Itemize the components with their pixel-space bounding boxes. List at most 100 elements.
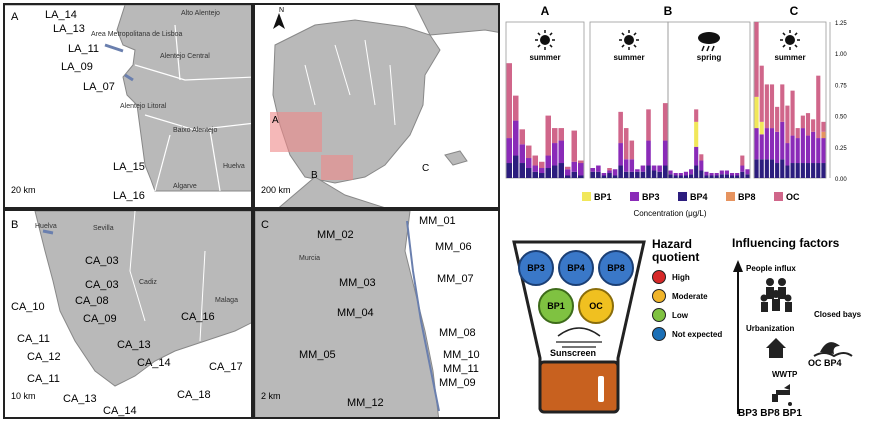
bar-segment bbox=[571, 171, 577, 178]
sun-ray bbox=[633, 44, 637, 48]
y-tick-label: 0.50 bbox=[835, 115, 847, 121]
site-label: MM_04 bbox=[337, 307, 374, 319]
level-dot bbox=[652, 289, 666, 303]
site-label: LA_07 bbox=[83, 81, 115, 93]
sun-ray bbox=[549, 32, 553, 36]
legend-item: Low bbox=[652, 308, 730, 322]
bar-segment bbox=[532, 171, 538, 178]
bar-segment bbox=[709, 175, 714, 178]
sun-ray bbox=[621, 44, 625, 48]
bar-segment bbox=[694, 146, 699, 166]
bar-segment bbox=[785, 165, 790, 178]
scale-bar: 200 km bbox=[261, 185, 291, 195]
bar-segment bbox=[785, 143, 790, 166]
site-label: CA_18 bbox=[177, 389, 211, 401]
bar-segment bbox=[558, 128, 564, 141]
bar-segment bbox=[513, 155, 519, 178]
site-label: LA_14 bbox=[45, 9, 77, 21]
bar-segment bbox=[552, 143, 558, 166]
bar-segment bbox=[759, 159, 764, 178]
scale-bar: 10 km bbox=[11, 391, 36, 401]
compound-circle-bp8: BP8 bbox=[598, 250, 634, 286]
bar-segment bbox=[790, 90, 795, 136]
map-panel-c: C Murcia MM_01 MM_02 MM_06 MM_07 MM_03 M… bbox=[253, 209, 500, 419]
bar-segment bbox=[699, 170, 704, 178]
site-label: MM_03 bbox=[339, 277, 376, 289]
bar-segment bbox=[646, 165, 651, 178]
bar-segment bbox=[689, 169, 694, 175]
bar-segment bbox=[795, 128, 800, 139]
season-label: summer bbox=[774, 53, 805, 62]
bar-segment bbox=[635, 171, 640, 178]
sun-icon bbox=[540, 35, 550, 45]
factor-urbanization: Urbanization bbox=[746, 324, 795, 333]
bar-segment bbox=[689, 174, 694, 178]
bar-segment bbox=[646, 140, 651, 166]
sun-icon bbox=[785, 35, 795, 45]
legend-swatch bbox=[726, 192, 735, 201]
bar-segment bbox=[618, 143, 623, 166]
bar-segment bbox=[785, 105, 790, 144]
sun-icon bbox=[624, 35, 634, 45]
bar-segment bbox=[800, 115, 805, 129]
bar-segment bbox=[709, 173, 714, 176]
bar-segment bbox=[719, 174, 724, 178]
site-label: CA_14 bbox=[137, 357, 171, 369]
bar-segment bbox=[714, 173, 719, 176]
bar-segment bbox=[805, 135, 811, 164]
site-label: LA_13 bbox=[53, 23, 85, 35]
bar-segment bbox=[519, 163, 525, 178]
compound-label: BP1 bbox=[547, 301, 565, 311]
site-label: MM_01 bbox=[419, 215, 456, 227]
bar-segment bbox=[590, 168, 596, 172]
level-dot bbox=[652, 270, 666, 284]
bar-segment bbox=[775, 131, 780, 164]
bar-segment bbox=[775, 163, 780, 178]
rain-drop bbox=[706, 45, 710, 52]
bar-segment bbox=[552, 128, 558, 144]
hazard-title-2: quotient bbox=[652, 250, 700, 264]
sun-ray bbox=[537, 44, 541, 48]
rain-cloud-icon bbox=[698, 32, 720, 44]
chart-frame bbox=[667, 21, 751, 179]
bar-segment bbox=[618, 165, 623, 178]
legend-label: BP4 bbox=[690, 192, 708, 202]
bar-segment bbox=[629, 171, 635, 178]
bar-segment bbox=[513, 120, 519, 156]
bar-segment bbox=[668, 170, 673, 175]
bar-segment bbox=[699, 160, 704, 171]
level-dot bbox=[652, 308, 666, 322]
bar-segment bbox=[618, 111, 623, 144]
bar-segment bbox=[764, 84, 769, 129]
bar-segment bbox=[558, 140, 564, 164]
bar-segment bbox=[821, 163, 826, 178]
site-label: CA_08 bbox=[75, 295, 109, 307]
bar-segment bbox=[578, 163, 584, 176]
bar-segment bbox=[629, 140, 635, 160]
site-label: LA_15 bbox=[113, 161, 145, 173]
bar-segment bbox=[532, 165, 538, 172]
compound-label: OC bbox=[589, 301, 603, 311]
map-panel-b: B Huelva Sevilla Cadiz Malaga CA_03 CA_0… bbox=[3, 209, 253, 419]
chart-frame bbox=[505, 21, 585, 179]
bar-segment bbox=[780, 84, 785, 122]
bar-segment bbox=[678, 175, 683, 178]
bar-segment bbox=[519, 144, 525, 164]
bar-segment bbox=[740, 165, 745, 172]
zone-label: B bbox=[311, 170, 318, 181]
site-label: MM_09 bbox=[439, 377, 476, 389]
bar-segment bbox=[590, 171, 596, 178]
bar-segment bbox=[694, 109, 699, 122]
site-label: CA_13 bbox=[63, 393, 97, 405]
compound-circle-oc: OC bbox=[578, 288, 614, 324]
legend-swatch bbox=[630, 192, 639, 201]
bar-segment bbox=[811, 163, 816, 178]
bar-segment bbox=[724, 174, 729, 178]
bar-segment bbox=[745, 174, 750, 178]
region-label: Alentejo Central bbox=[160, 53, 210, 60]
bar-segment bbox=[795, 138, 800, 164]
bar-segment bbox=[740, 171, 745, 178]
legend-label: BP3 bbox=[642, 192, 660, 202]
bar-segment bbox=[724, 170, 729, 175]
bar-segment bbox=[612, 175, 618, 178]
